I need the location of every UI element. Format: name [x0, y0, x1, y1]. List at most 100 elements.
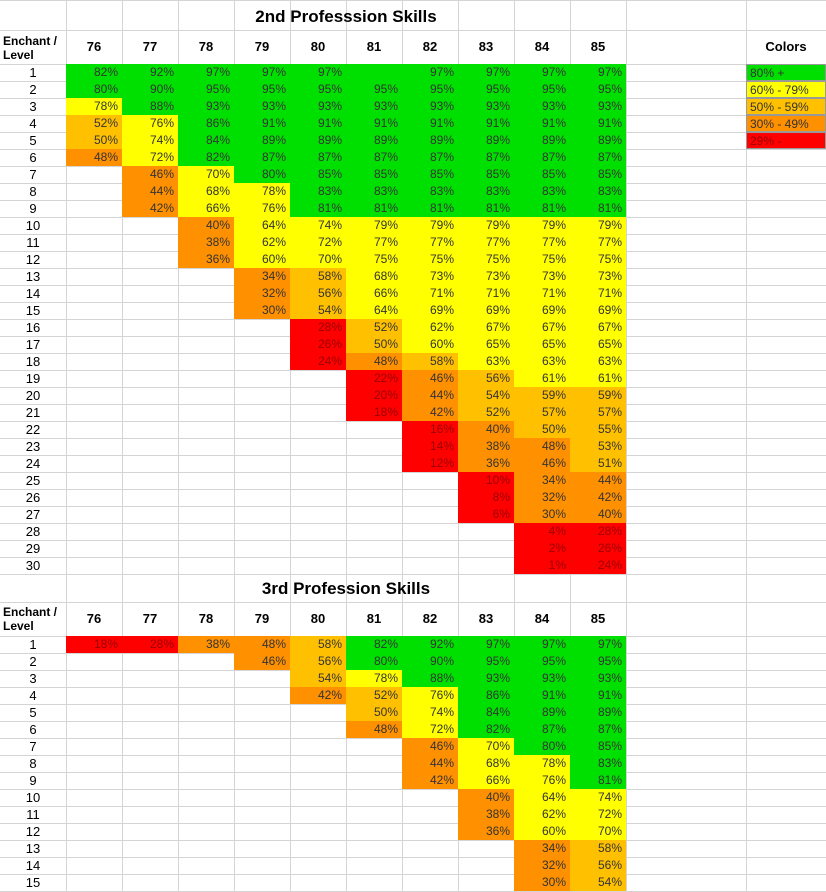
success-rate-cell: 74% [402, 704, 458, 721]
level-header-77: 77 [142, 611, 158, 626]
level-header-76: 76 [86, 611, 102, 626]
success-rate-cell: 97% [402, 64, 458, 81]
success-rate-cell: 75% [570, 251, 626, 268]
success-rate-cell: 91% [570, 115, 626, 132]
success-rate-cell: 74% [290, 217, 346, 234]
success-rate-cell: 88% [402, 670, 458, 687]
success-rate-cell: 60% [402, 336, 458, 353]
success-rate-cell: 82% [178, 149, 234, 166]
success-rate-cell: 75% [346, 251, 402, 268]
success-rate-cell: 71% [570, 285, 626, 302]
success-rate-cell: 59% [514, 387, 570, 404]
success-rate-cell: 81% [346, 200, 402, 217]
success-rate-cell: 97% [234, 64, 290, 81]
success-rate-cell: 93% [458, 98, 514, 115]
success-rate-cell: 89% [234, 132, 290, 149]
success-rate-cell: 78% [514, 755, 570, 772]
success-rate-cell: 36% [178, 251, 234, 268]
success-rate-cell: 62% [402, 319, 458, 336]
enchant-row-label: 19 [25, 371, 41, 386]
success-rate-cell: 91% [402, 115, 458, 132]
success-rate-cell: 87% [234, 149, 290, 166]
success-rate-cell: 64% [514, 789, 570, 806]
success-rate-cell: 58% [402, 353, 458, 370]
enchant-row-label: 3 [29, 671, 37, 686]
success-rate-cell: 89% [458, 132, 514, 149]
success-rate-cell: 95% [570, 653, 626, 670]
level-header-85: 85 [590, 611, 606, 626]
success-rate-cell: 89% [570, 132, 626, 149]
success-rate-cell: 40% [178, 217, 234, 234]
success-rate-cell: 63% [570, 353, 626, 370]
success-rate-cell: 50% [346, 704, 402, 721]
success-rate-cell: 95% [346, 81, 402, 98]
success-rate-cell: 90% [122, 81, 178, 98]
success-rate-cell: 97% [290, 64, 346, 81]
enchant-level-header: Enchant / Level [3, 34, 58, 62]
success-rate-cell: 46% [402, 370, 458, 387]
success-rate-cell: 82% [346, 636, 402, 653]
success-rate-cell: 72% [570, 806, 626, 823]
success-rate-cell: 97% [514, 636, 570, 653]
success-rate-cell: 54% [290, 302, 346, 319]
success-rate-cell: 28% [570, 523, 626, 540]
enchant-row-label: 5 [29, 705, 37, 720]
enchant-row-label: 2 [29, 654, 37, 669]
success-rate-cell: 95% [514, 653, 570, 670]
enchant-row-label: 13 [25, 841, 41, 856]
success-rate-cell: 81% [458, 200, 514, 217]
success-rate-cell: 75% [514, 251, 570, 268]
success-rate-cell: 69% [570, 302, 626, 319]
success-rate-cell: 66% [458, 772, 514, 789]
success-rate-cell: 71% [458, 285, 514, 302]
success-rate-cell: 8% [458, 489, 514, 506]
legend-item: 50% - 59% [746, 98, 826, 115]
success-rate-cell: 44% [570, 472, 626, 489]
success-rate-cell: 48% [514, 438, 570, 455]
success-rate-cell: 70% [458, 738, 514, 755]
level-header-84: 84 [534, 611, 550, 626]
success-rate-cell: 93% [402, 98, 458, 115]
success-rate-cell: 79% [458, 217, 514, 234]
success-rate-cell: 95% [234, 81, 290, 98]
success-rate-cell: 89% [514, 132, 570, 149]
success-rate-cell: 52% [66, 115, 122, 132]
success-rate-cell: 82% [66, 64, 122, 81]
enchant-row-label: 7 [29, 167, 37, 182]
success-rate-cell: 67% [570, 319, 626, 336]
success-rate-cell: 93% [570, 98, 626, 115]
success-rate-cell: 95% [290, 81, 346, 98]
level-header-83: 83 [478, 39, 494, 54]
success-rate-cell: 42% [402, 404, 458, 421]
success-rate-cell: 84% [178, 132, 234, 149]
success-rate-cell: 89% [514, 704, 570, 721]
success-rate-cell: 18% [66, 636, 122, 653]
success-rate-cell: 58% [290, 268, 346, 285]
success-rate-cell: 66% [346, 285, 402, 302]
success-rate-cell: 78% [234, 183, 290, 200]
legend-item: 29% - [746, 132, 826, 149]
success-rate-cell: 85% [290, 166, 346, 183]
success-rate-cell: 48% [346, 353, 402, 370]
legend-title: Colors [765, 39, 807, 54]
success-rate-cell: 44% [122, 183, 178, 200]
success-rate-cell: 40% [458, 789, 514, 806]
success-rate-cell: 91% [514, 687, 570, 704]
level-header-78: 78 [198, 611, 214, 626]
level-header-80: 80 [310, 39, 326, 54]
success-rate-cell: 79% [402, 217, 458, 234]
success-rate-cell: 81% [514, 200, 570, 217]
enchant-row-label: 29 [25, 541, 41, 556]
success-rate-cell: 87% [514, 721, 570, 738]
enchant-row-label: 26 [25, 490, 41, 505]
success-rate-cell: 63% [514, 353, 570, 370]
success-rate-cell: 79% [570, 217, 626, 234]
success-rate-cell: 59% [570, 387, 626, 404]
success-rate-cell: 52% [346, 319, 402, 336]
success-rate-cell: 42% [290, 687, 346, 704]
success-rate-cell: 77% [346, 234, 402, 251]
legend-item: 30% - 49% [746, 115, 826, 132]
enchant-row-label: 15 [25, 875, 41, 890]
success-rate-cell: 28% [122, 636, 178, 653]
